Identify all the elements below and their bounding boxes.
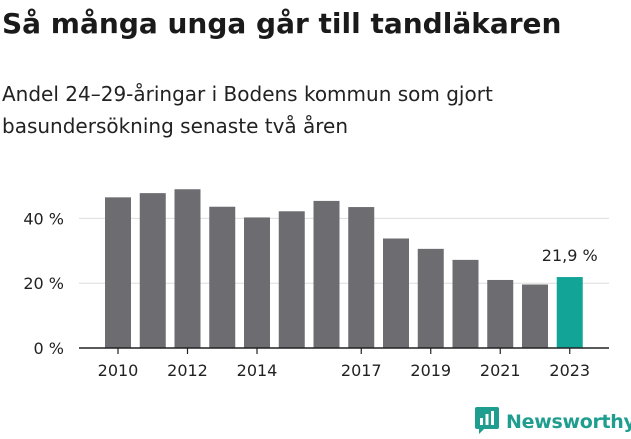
bar bbox=[522, 284, 548, 348]
x-tick-label: 2017 bbox=[341, 361, 382, 380]
bar bbox=[383, 238, 409, 348]
bar bbox=[174, 189, 201, 348]
x-tick-label: 2021 bbox=[480, 361, 521, 380]
data-label-highlight: 21,9 % bbox=[542, 246, 598, 265]
y-tick-label: 0 % bbox=[34, 339, 64, 358]
x-tick-label: 2023 bbox=[549, 361, 590, 380]
bar bbox=[209, 206, 236, 348]
bar bbox=[487, 279, 514, 348]
chart-title: Så många unga går till tandläkaren bbox=[2, 7, 562, 40]
x-tick-label: 2010 bbox=[98, 361, 139, 380]
chart-subtitle: Andel 24–29-åringar i Bodens kommun som … bbox=[2, 82, 493, 138]
bar bbox=[244, 217, 270, 348]
y-axis-labels: 0 % 20 % 40 % bbox=[23, 209, 64, 358]
y-tick-label: 20 % bbox=[23, 274, 64, 293]
y-tick-label: 40 % bbox=[23, 209, 64, 228]
bar bbox=[139, 193, 166, 348]
bars bbox=[105, 189, 583, 348]
x-tick-label: 2019 bbox=[410, 361, 451, 380]
bar bbox=[452, 259, 479, 348]
bar bbox=[105, 197, 131, 348]
x-tick-label: 2012 bbox=[167, 361, 208, 380]
x-axis: 2010 2012 2014 2017 2019 2021 2023 bbox=[79, 347, 609, 380]
bar bbox=[348, 207, 375, 348]
brand-name: Newsworthy bbox=[506, 411, 631, 433]
x-tick-label: 2014 bbox=[237, 361, 278, 380]
newsworthy-logo: Newsworthy bbox=[474, 405, 631, 439]
gridlines bbox=[79, 217, 609, 284]
bar bbox=[278, 211, 305, 348]
bar-highlight bbox=[556, 277, 583, 348]
bar bbox=[417, 248, 444, 348]
bar bbox=[313, 200, 340, 348]
annotations: 21,9 % bbox=[542, 246, 598, 265]
chat-bar-chart-icon bbox=[474, 405, 500, 439]
